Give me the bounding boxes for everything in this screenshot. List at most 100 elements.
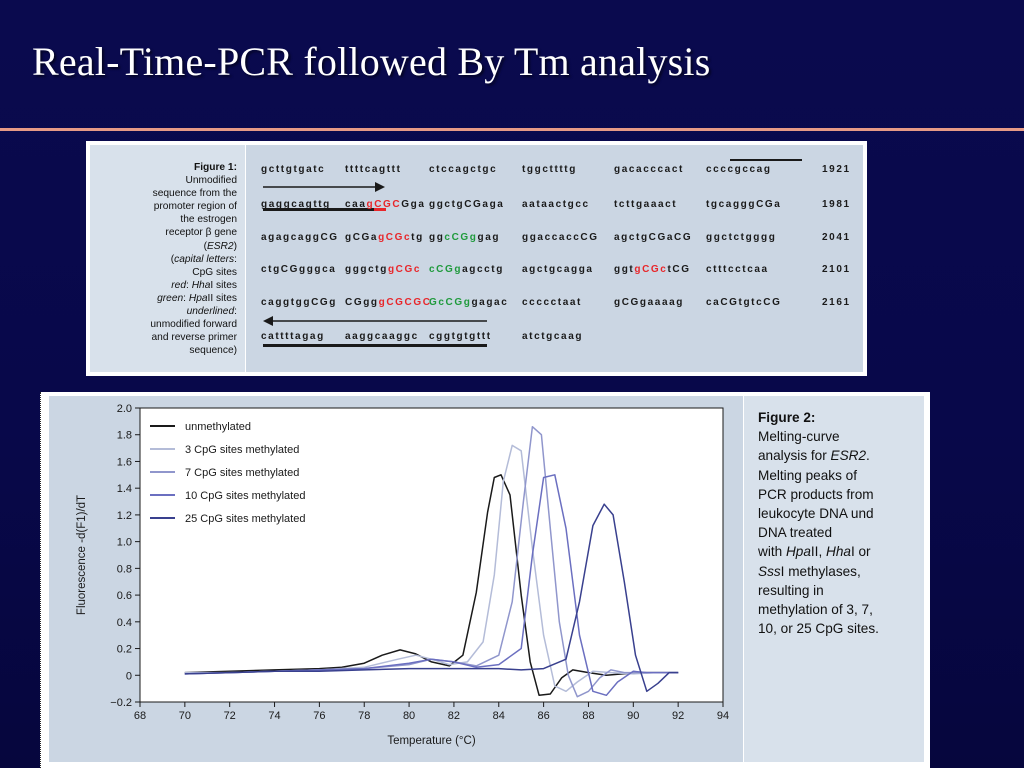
x-tick-label: 78 bbox=[358, 710, 370, 722]
caption-line: Unmodified bbox=[185, 175, 237, 187]
caption-text: : bbox=[234, 306, 237, 318]
sequence-group: ctccagctgc bbox=[429, 164, 497, 175]
figure2-caption-head: Figure 2: bbox=[758, 410, 816, 425]
sequence-text: CGgg bbox=[345, 297, 379, 308]
caption-line: promoter region of bbox=[153, 201, 237, 213]
beta-symbol: β bbox=[205, 227, 212, 239]
sequence-group: ccccctaat bbox=[522, 297, 582, 308]
sequence-text: ggctgCGaga bbox=[429, 199, 505, 210]
caption-text: receptor bbox=[165, 227, 206, 239]
sequence-text: caggtggCGg bbox=[261, 297, 337, 308]
sequence-group: GcCGggagac bbox=[429, 297, 508, 308]
sequence-group: CGgggCGCGC bbox=[345, 297, 432, 308]
sequence-text: gag bbox=[477, 232, 501, 243]
sequence-group: aaggcaaggc bbox=[345, 331, 419, 342]
caption-line: SssI methylases, bbox=[758, 562, 924, 581]
sequence-group: ctttcctcaa bbox=[706, 264, 769, 275]
legend-label: 10 CpG sites methylated bbox=[185, 490, 305, 502]
sequence-text: tcttgaaact bbox=[614, 199, 678, 210]
series-line-3 bbox=[184, 474, 679, 697]
sequence-text: ctccagctgc bbox=[429, 164, 498, 175]
dotted-border bbox=[40, 392, 42, 768]
caption-line: Melting peaks of bbox=[758, 467, 857, 483]
sequence-group: cggtgtgttt bbox=[429, 331, 492, 342]
series-line-1 bbox=[184, 444, 679, 693]
cpg-site-red: gCGc bbox=[634, 264, 668, 275]
sequence-text: ctttcctcaa bbox=[706, 264, 769, 275]
caption-italic: ESR2 bbox=[830, 448, 867, 464]
sequence-group: agagcaggCG bbox=[261, 232, 339, 243]
sequence-text: ccccctaat bbox=[522, 297, 582, 308]
caption-italic: capital letters bbox=[174, 253, 235, 265]
sequence-position: 2161 bbox=[822, 297, 851, 308]
sequence-group: gggctggCGc bbox=[345, 264, 421, 275]
sequence-text: cggtgtgttt bbox=[429, 331, 492, 342]
caption-text: : bbox=[183, 292, 189, 304]
sequence-text: tggcttttg bbox=[522, 164, 577, 175]
sequence-text: agagcaggCG bbox=[261, 232, 339, 243]
x-axis-label: Temperature (°C) bbox=[387, 735, 475, 747]
x-tick-label: 68 bbox=[134, 710, 146, 722]
sequence-group: ggctgCGaga bbox=[429, 199, 504, 210]
caption-text: with bbox=[758, 544, 786, 560]
caption-line: analysis for ESR2. bbox=[758, 446, 924, 465]
sequence-text: ccccgccag bbox=[706, 164, 772, 175]
x-tick-label: 88 bbox=[582, 710, 594, 722]
legend-label: unmethylated bbox=[185, 421, 251, 433]
figure2-panel: 68 70 72 74 76 78 80 82 84 86 88 90 92 94 −0.2 0 0.2 0.4 0… bbox=[40, 392, 930, 768]
caption-italic: green bbox=[157, 292, 184, 304]
y-tick-label: 1.4 bbox=[117, 483, 132, 495]
x-tick-label: 94 bbox=[717, 710, 729, 722]
sequence-text: caa bbox=[345, 199, 367, 210]
legend-label: 7 CpG sites methylated bbox=[185, 467, 299, 479]
sequence-position: 2101 bbox=[822, 264, 851, 275]
sequence-text: ttttcagttt bbox=[345, 164, 402, 175]
caption-text: analysis for bbox=[758, 448, 831, 464]
cpg-site-green: cCGg bbox=[444, 232, 478, 243]
sequence-text: agctgcagga bbox=[522, 264, 594, 275]
y-tick-label: 0.4 bbox=[117, 617, 132, 629]
sequence-area: gcttgtgatc ttttcagttt ctccagctgc tggcttttg g… bbox=[261, 145, 861, 372]
title-divider bbox=[0, 128, 1024, 131]
sequence-group: caagCGCGga bbox=[345, 199, 425, 210]
caption-line: methylation of 3, 7, bbox=[758, 602, 873, 618]
cpg-site-green: cCGg bbox=[429, 264, 463, 275]
figure1-caption: Figure 1: Unmodified sequence from the p… bbox=[90, 145, 246, 372]
caption-text: gene bbox=[211, 227, 237, 239]
y-tick-label: 2.0 bbox=[117, 403, 132, 415]
forward-primer-underline bbox=[263, 208, 374, 211]
caption-line: PCR products from bbox=[758, 486, 874, 502]
sequence-text: tg bbox=[411, 232, 424, 243]
sequence-group: gCGgaaaag bbox=[614, 297, 684, 308]
sequence-group: caCGtgtcCG bbox=[706, 297, 781, 308]
sequence-group: atctgcaag bbox=[522, 331, 583, 342]
sequence-group: gaggcagttg bbox=[261, 199, 331, 210]
caption-line: and reverse primer bbox=[151, 332, 238, 344]
caption-line: unmodified forward bbox=[150, 319, 237, 331]
y-tick-label: 0.2 bbox=[117, 644, 132, 656]
reverse-primer-underline bbox=[263, 344, 487, 347]
sequence-group: agctgCGaCG bbox=[614, 232, 692, 243]
sequence-text: agctgCGaCG bbox=[614, 232, 693, 243]
caption-line: the estrogen bbox=[180, 214, 237, 226]
y-tick-label: 1.0 bbox=[117, 537, 132, 549]
caption-line: resulting in bbox=[758, 582, 824, 598]
slide-title: Real-Time-PCR followed By Tm analysis bbox=[32, 39, 711, 84]
figure1-caption-head: Figure 1: bbox=[193, 162, 237, 173]
y-tick-label: −0.2 bbox=[110, 697, 132, 709]
caption-line: leukocyte DNA und bbox=[758, 506, 874, 522]
sequence-text: aaggcaaggc bbox=[345, 331, 419, 342]
sequence-text: ctgCGgggca bbox=[261, 264, 337, 275]
sequence-group: aataactgcc bbox=[522, 199, 590, 210]
sequence-text: gcttgtgatc bbox=[261, 164, 326, 175]
y-tick-label: 0.6 bbox=[117, 590, 132, 602]
chart-panel: 68 70 72 74 76 78 80 82 84 86 88 90 92 94 −0.2 0 0.2 0.4 0… bbox=[49, 396, 743, 762]
caption-text: II sites bbox=[207, 292, 237, 304]
caption-italic: Hha bbox=[191, 279, 211, 291]
legend-label: 3 CpG sites methylated bbox=[185, 444, 299, 456]
y-tick-label: 1.6 bbox=[117, 456, 132, 468]
caption-italic: Hpa bbox=[188, 292, 208, 304]
sequence-group: ctgCGgggca bbox=[261, 264, 336, 275]
sequence-text: gacacccact bbox=[614, 164, 684, 175]
x-tick-label: 82 bbox=[448, 710, 460, 722]
